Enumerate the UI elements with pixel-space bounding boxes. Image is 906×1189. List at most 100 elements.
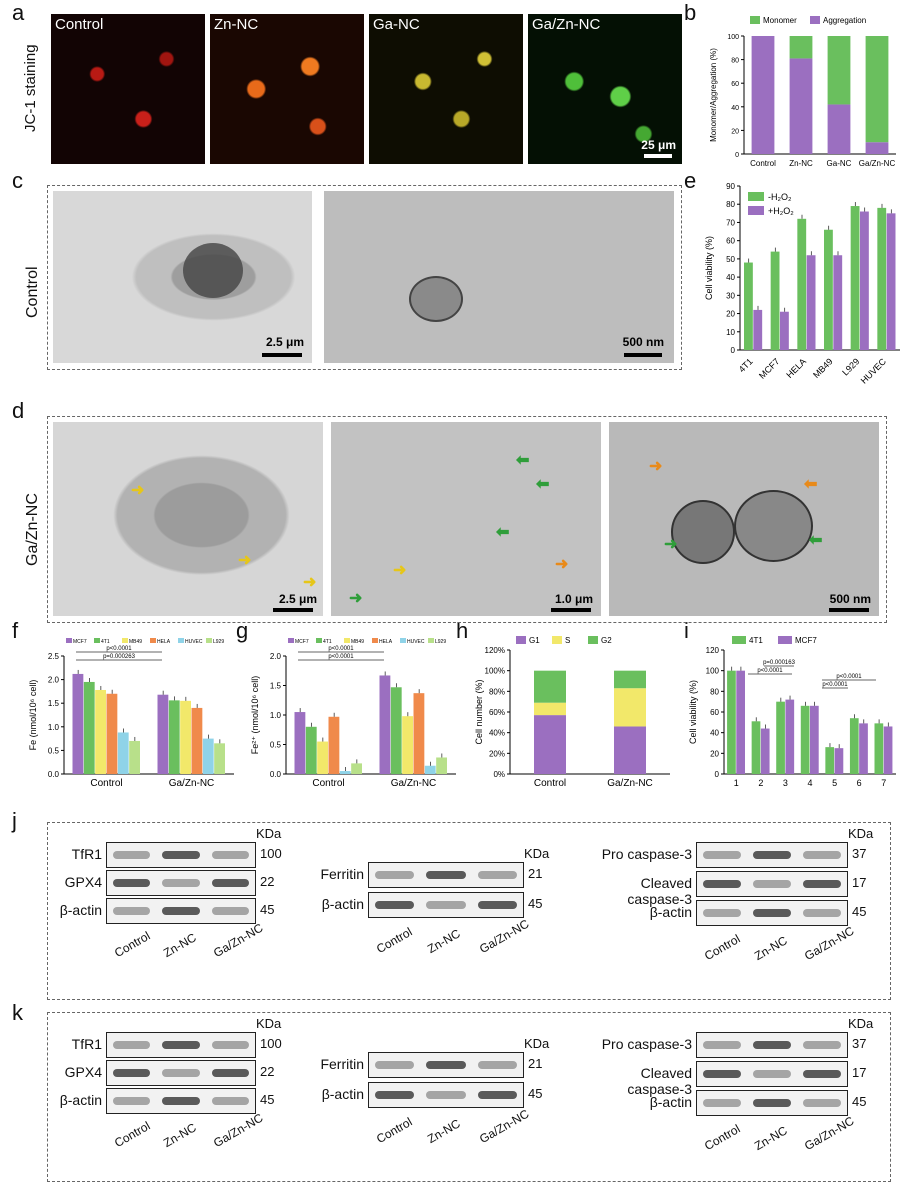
jc1-label-znnc: Zn-NC <box>214 16 259 33</box>
bar <box>328 716 340 774</box>
y-tick-label: 20 <box>710 749 719 758</box>
legend-swatch <box>748 206 764 215</box>
bar <box>751 721 761 774</box>
blot-strip <box>696 1032 848 1058</box>
blot-strip <box>106 1088 256 1114</box>
blot-band <box>477 1091 517 1099</box>
legend-swatch <box>288 638 294 643</box>
scale-label-d2: 1.0 μm <box>554 592 593 606</box>
kda-unit: KDa <box>524 846 550 861</box>
orange-arrow: ➜ <box>555 556 569 573</box>
blot-band <box>753 851 791 859</box>
blot-row-label: GPX4 <box>64 874 102 890</box>
x-tick-label: Control <box>750 159 776 168</box>
blot-band <box>803 1099 841 1107</box>
blot-band <box>753 1099 791 1107</box>
legend-label: MCF7 <box>73 639 87 645</box>
blot-band <box>162 907 200 915</box>
x-tick-label: 3 <box>783 778 788 788</box>
jc1-image-gazn: Ga/Zn-NC 25 μm <box>528 14 682 164</box>
bar <box>317 741 328 774</box>
scale-label-c2: 500 nm <box>622 335 664 349</box>
blot-band <box>703 1070 741 1078</box>
panel-label-a: a <box>12 0 25 25</box>
blot-band <box>477 901 517 909</box>
y-tick-label: 10 <box>726 328 735 337</box>
panel-d-ylabel: Ga/Zn-NC <box>24 493 41 566</box>
blot-band <box>703 1041 741 1049</box>
p-value-label: p<0.0001 <box>757 668 783 674</box>
blot-strip <box>368 862 524 888</box>
bar <box>859 723 868 774</box>
bar <box>874 723 884 774</box>
blot-strip <box>368 1052 524 1078</box>
blot-band <box>113 879 151 887</box>
y-tick-label: 20 <box>731 128 739 135</box>
kda-value: 21 <box>528 1056 543 1071</box>
y-tick-label: 80% <box>489 687 505 696</box>
scale-bar-a <box>644 154 672 158</box>
chart-e: 0 10 20 30 40 50 60 70 80 90 Cell viability (%) 4T1… <box>704 182 900 386</box>
x-tick-label: 1 <box>734 778 739 788</box>
legend-label: MB49 <box>129 639 142 645</box>
tem-gazn-high: ➜ ⬅ ➜ ⬅ 500 nm <box>609 422 879 616</box>
y-tick-label: 60 <box>731 81 739 88</box>
x-tick-label: 6 <box>857 778 862 788</box>
y-tick-label: 30 <box>726 291 735 300</box>
blot-band <box>753 909 791 917</box>
y-tick-label: 20% <box>489 749 505 758</box>
blot-row-label: GPX4 <box>64 1064 102 1080</box>
legend-swatch <box>372 638 378 643</box>
blot-band <box>211 851 249 859</box>
bar <box>849 718 859 774</box>
bar <box>850 206 860 350</box>
legend-label: 4T1 <box>749 636 763 645</box>
legend-swatch <box>748 192 764 201</box>
x-tick-label: MB49 <box>811 356 835 380</box>
legend-label: HELA <box>157 639 171 645</box>
kda-value: 17 <box>852 1065 867 1080</box>
legend-swatch <box>810 16 820 24</box>
y-tick-label: 40 <box>710 729 719 738</box>
kda-unit: KDa <box>848 1016 874 1031</box>
tem-gazn-low: ➜ ➜ ➜ 2.5 μm <box>53 422 323 616</box>
panel-label-g: g <box>236 618 249 643</box>
kda-value: 45 <box>852 904 867 919</box>
p-value-label: p<0.0001 <box>822 682 848 688</box>
bar-segment <box>751 36 775 154</box>
y-axis-label: Monomer/Aggregation (%) <box>709 48 718 142</box>
yellow-arrow: ➜ <box>303 574 317 591</box>
p-value-label: p<0.0001 <box>836 674 862 680</box>
blot-band <box>477 871 517 879</box>
y-tick-label: 60% <box>489 708 505 717</box>
blot-band <box>162 1097 200 1105</box>
bar <box>877 207 887 350</box>
panel-label-j: j <box>12 808 17 833</box>
legend-label: MCF7 <box>795 636 817 645</box>
bar <box>760 728 770 774</box>
y-tick-label: 0 <box>735 152 739 159</box>
blot-band <box>211 907 249 915</box>
x-tick-label: Zn-NC <box>789 159 813 168</box>
legend-swatch <box>150 638 156 643</box>
bar <box>753 309 763 350</box>
bar-segment <box>534 715 566 774</box>
blot-band <box>803 909 841 917</box>
blot-row-label: β-actin <box>59 902 102 918</box>
kda-value: 45 <box>260 902 275 917</box>
blot-band <box>375 871 415 879</box>
panel-c-ylabel: Control <box>24 266 41 318</box>
bar-segment <box>789 58 813 154</box>
legend-label: Aggregation <box>823 16 866 25</box>
bar <box>833 255 843 350</box>
kda-value: 100 <box>260 846 282 861</box>
scale-label-a: 25 μm <box>641 138 676 152</box>
p-value-label: p=0.000263 <box>103 654 136 660</box>
blot-row-label: Pro caspase-3 <box>601 1036 692 1052</box>
bar <box>810 705 819 774</box>
bar <box>834 748 844 774</box>
scale-label-c1: 2.5 μm <box>265 335 304 349</box>
x-tick-label: 4T1 <box>737 356 755 374</box>
y-tick-label: 60 <box>726 237 735 246</box>
bar <box>106 693 118 774</box>
